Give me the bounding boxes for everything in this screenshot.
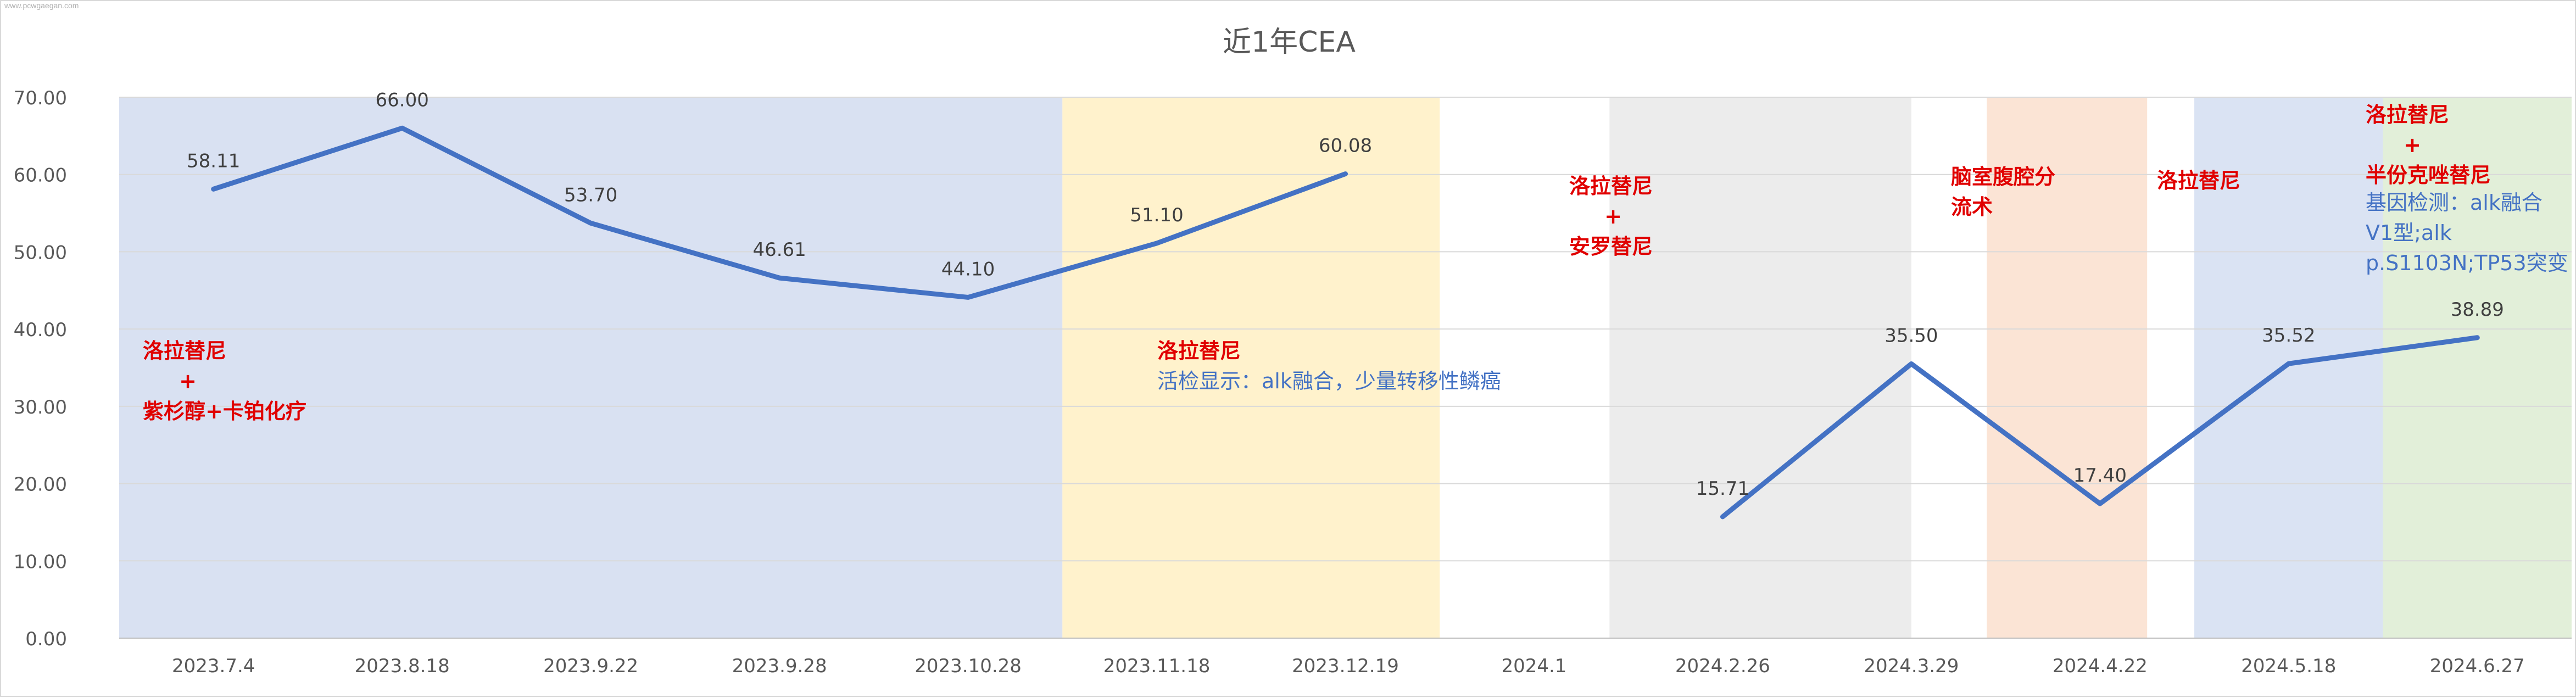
y-axis-ticks: 0.00 10.00 20.00 30.00 40.00 50.00 60.00 70.00	[14, 87, 67, 650]
data-label: 35.50	[1884, 325, 1938, 347]
annotation-text: +	[1604, 204, 1622, 228]
x-tick-label: 2024.2.26	[1675, 655, 1770, 677]
data-label: 58.11	[187, 150, 240, 172]
x-tick-label: 2023.9.28	[732, 655, 827, 677]
x-axis-ticks: 2023.7.4 2023.8.18 2023.9.22 2023.9.28 2023.…	[172, 655, 2525, 677]
background-bands	[119, 97, 2572, 638]
x-tick-label: 2023.12.19	[1292, 655, 1399, 677]
data-label: 51.10	[1130, 204, 1183, 226]
annotation-text: 流术	[1951, 195, 1993, 219]
data-line	[211, 125, 2480, 520]
y-tick-label: 0.00	[25, 628, 67, 650]
x-tick-label: 2024.6.27	[2430, 655, 2525, 677]
y-tick-label: 30.00	[14, 397, 67, 418]
x-tick-label: 2023.10.28	[915, 655, 1022, 677]
annotation-text: 洛拉替尼	[1157, 339, 1241, 363]
annotation-text: 活检显示：alk融合，少量转移性鳞癌	[1157, 369, 1501, 393]
x-tick-label: 2023.8.18	[355, 655, 450, 677]
annotations: 洛拉替尼+紫杉醇+卡铂化疗洛拉替尼活检显示：alk融合，少量转移性鳞癌洛拉替尼+…	[143, 103, 2568, 423]
data-labels: 58.11 66.00 53.70 46.61 44.10 51.10 60.08 15.71…	[187, 89, 2504, 500]
band-5	[2383, 97, 2572, 638]
x-tick-label: 2023.9.22	[543, 655, 638, 677]
x-tick-label: 2024.1	[1501, 655, 1566, 677]
series-line-segment-1	[1720, 335, 2480, 520]
x-tick-label: 2023.7.4	[172, 655, 255, 677]
band-0	[119, 97, 1063, 638]
annotation-text: 洛拉替尼	[2157, 169, 2240, 193]
band-2	[1609, 97, 1911, 638]
data-label: 15.71	[1696, 478, 1749, 500]
annotation-text: 脑室腹腔分	[1951, 165, 2055, 189]
x-tick-label: 2024.3.29	[1864, 655, 1959, 677]
y-tick-label: 20.00	[14, 474, 67, 496]
band-4	[2194, 97, 2383, 638]
y-tick-label: 60.00	[14, 165, 67, 187]
annotation-text: p.S1103N;TP53突变	[2366, 251, 2568, 275]
x-tick-label: 2024.4.22	[2053, 655, 2148, 677]
annotation-text: 紫杉醇+卡铂化疗	[143, 399, 306, 423]
y-tick-label: 40.00	[14, 319, 67, 341]
band-1	[1062, 97, 1440, 638]
x-tick-label: 2023.11.18	[1103, 655, 1211, 677]
watermark: www.pcwgaegan.com	[4, 1, 79, 10]
data-label: 66.00	[376, 89, 429, 111]
annotation-text: 洛拉替尼	[143, 339, 226, 363]
data-label: 53.70	[564, 184, 617, 206]
y-tick-label: 70.00	[14, 87, 67, 109]
annotation-text: +	[2404, 133, 2421, 157]
annotation-text: 洛拉替尼	[1569, 174, 1653, 198]
data-label: 60.08	[1319, 135, 1372, 157]
chart-title: 近1年CEA	[1223, 26, 1356, 59]
data-label: 17.40	[2073, 465, 2127, 487]
annotation-text: 基因检测：alk融合	[2366, 191, 2542, 215]
data-label: 35.52	[2262, 325, 2315, 347]
annotation-text: 洛拉替尼	[2366, 103, 2449, 127]
y-tick-label: 50.00	[14, 242, 67, 264]
band-3	[1987, 97, 2148, 638]
annotation-text: +	[179, 369, 197, 393]
annotation-text: V1型;alk	[2366, 221, 2452, 245]
series-line-segment-0	[211, 125, 1348, 300]
annotation-text: 半份克唑替尼	[2366, 163, 2491, 187]
annotation-text: 安罗替尼	[1569, 234, 1653, 259]
x-tick-label: 2024.5.18	[2241, 655, 2336, 677]
y-tick-label: 10.00	[14, 551, 67, 573]
data-label: 38.89	[2451, 299, 2504, 321]
data-label: 46.61	[752, 239, 806, 261]
data-label: 44.10	[941, 258, 995, 280]
